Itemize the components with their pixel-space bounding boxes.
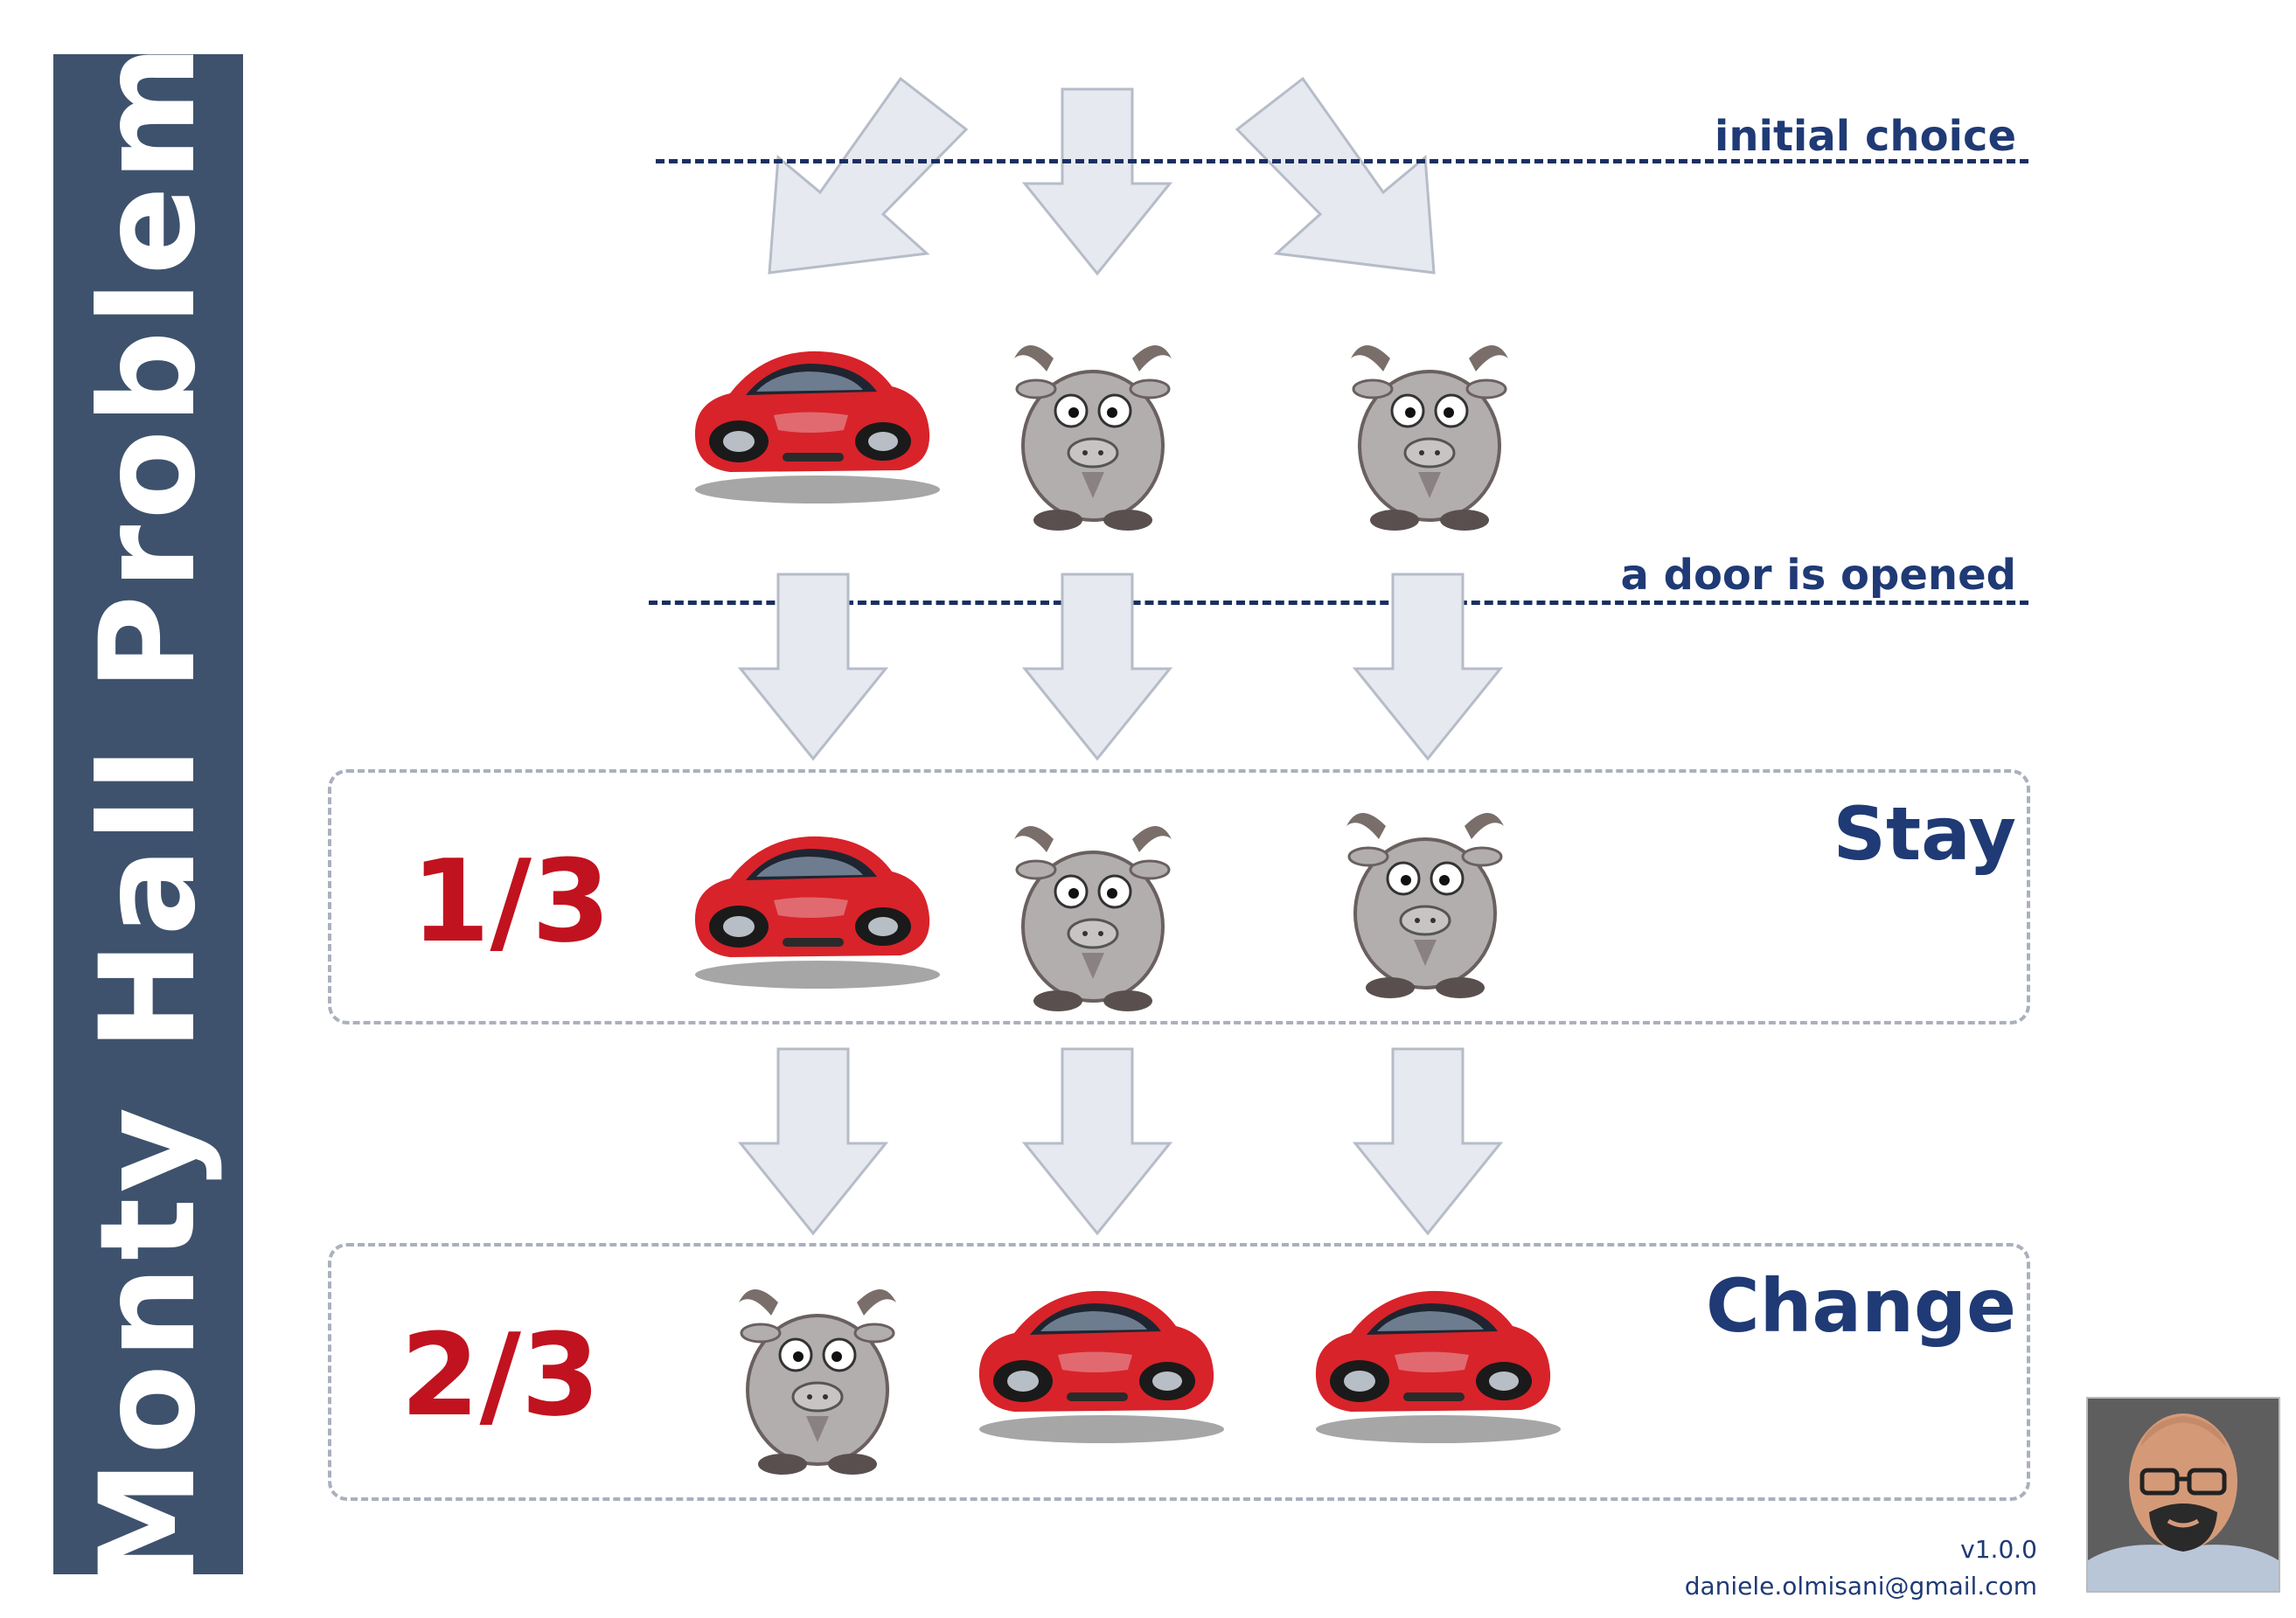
change-probability: 2/3 [400,1309,601,1441]
goat-icon [1333,791,1517,1001]
avatar [2086,1397,2280,1593]
down-arrow-icon [1021,573,1173,761]
sidebar: Monty Hall Problem [53,38,243,1590]
car-icon [678,332,940,507]
arrow-left-diagonal [752,70,979,280]
change-box [328,1243,2030,1501]
car-icon [678,817,940,992]
version-label: v1.0.0 [1960,1535,2037,1564]
change-label: Change [1705,1263,2016,1349]
car-icon [1298,1272,1561,1447]
goat-icon [1338,323,1521,533]
initial-choice-label: initial choice [1714,112,2016,161]
author-email: daniele.olmisani@gmail.com [1684,1572,2037,1601]
stay-box [328,769,2030,1024]
arrow-right-diagonal [1224,70,1451,280]
car-icon [962,1272,1224,1447]
down-arrow-icon [1352,573,1504,761]
goat-icon [1001,323,1185,533]
initial-choice-line [656,159,2028,163]
goat-icon [1001,804,1185,1014]
down-arrow-icon [737,1047,889,1236]
door-opened-line [649,601,2028,605]
down-arrow-icon [737,573,889,761]
down-arrow-icon [1021,1047,1173,1236]
goat-icon [726,1267,909,1477]
page-title: Monty Hall Problem [72,38,225,1590]
stay-probability: 1/3 [411,835,611,968]
arrow-center-down [1021,87,1173,276]
door-opened-label: a door is opened [1620,551,2016,600]
stay-label: Stay [1833,791,2016,877]
down-arrow-icon [1352,1047,1504,1236]
